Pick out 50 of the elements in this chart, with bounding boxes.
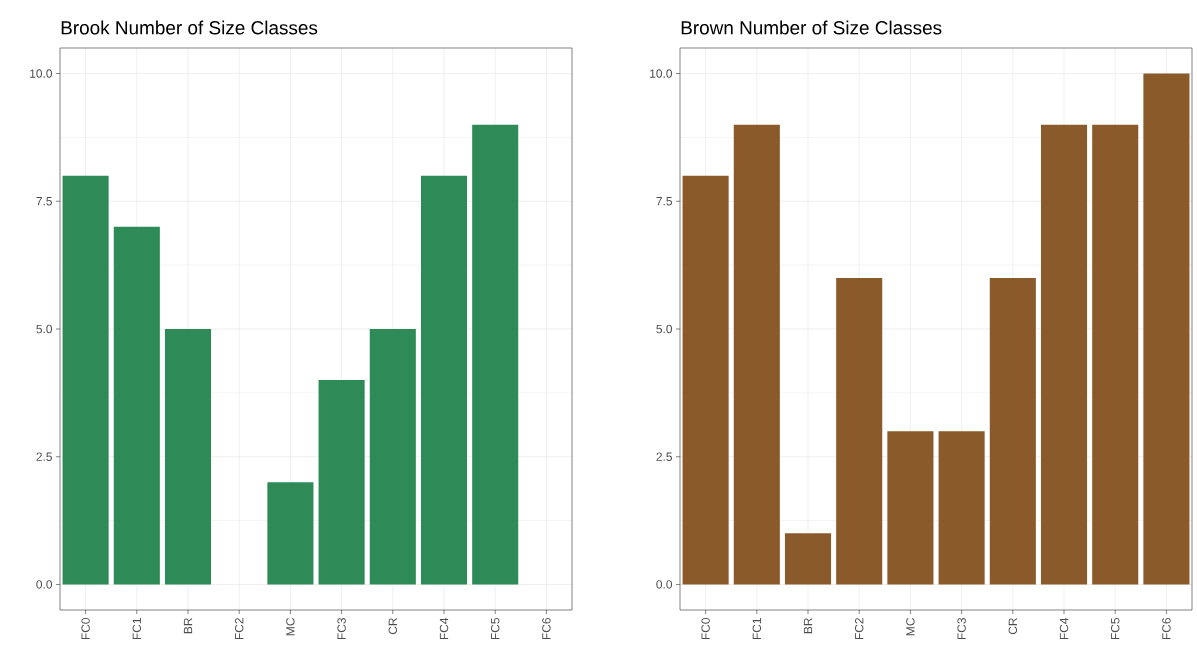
x-tick-label: MC xyxy=(286,617,295,636)
x-tick-label: MC xyxy=(906,617,915,636)
y-tick-label: 10.0 xyxy=(30,69,53,78)
x-tick-label: BR xyxy=(803,618,813,634)
x-tick-label: FC5 xyxy=(490,618,500,640)
bar xyxy=(62,175,109,585)
chart-title: Brook Number of Size Classes xyxy=(61,20,318,35)
x-tick-label: FC2 xyxy=(234,618,244,640)
bar xyxy=(164,329,212,585)
bar xyxy=(836,277,883,585)
bar xyxy=(1143,73,1190,585)
y-tick-label: 7.5 xyxy=(36,197,52,206)
bar xyxy=(989,277,1036,585)
y-tick-label: 7.5 xyxy=(656,197,672,206)
x-tick-label: BR xyxy=(183,618,193,634)
x-tick-label: FC4 xyxy=(1059,617,1069,640)
bar xyxy=(887,431,934,585)
x-tick-label: CR xyxy=(1008,618,1018,635)
y-tick-label: 5.0 xyxy=(656,324,673,334)
y-tick-label: 10.0 xyxy=(650,69,673,78)
bar xyxy=(318,380,365,585)
bar xyxy=(113,226,160,585)
bar xyxy=(682,175,729,585)
y-tick-label: 2.5 xyxy=(656,452,672,461)
bar xyxy=(420,175,468,585)
y-tick-label: 5.0 xyxy=(36,324,53,334)
bar xyxy=(369,329,416,585)
x-tick-label: FC1 xyxy=(132,618,142,640)
x-tick-label: FC3 xyxy=(957,618,966,640)
x-tick-label: FC6 xyxy=(542,618,551,640)
bar xyxy=(733,124,780,585)
x-tick-label: FC0 xyxy=(701,617,710,640)
x-tick-label: FC0 xyxy=(81,617,90,640)
y-tick-label: 0.0 xyxy=(36,580,53,589)
y-tick-label: 2.5 xyxy=(36,452,52,461)
bar xyxy=(472,124,519,585)
x-tick-label: FC1 xyxy=(752,618,762,640)
y-tick-label: 0.0 xyxy=(656,580,673,589)
bar xyxy=(1092,124,1139,585)
x-tick-label: FC4 xyxy=(439,617,449,640)
x-tick-label: FC2 xyxy=(854,618,864,640)
x-tick-label: CR xyxy=(388,618,398,635)
bar xyxy=(267,482,314,585)
chart-title: Brown Number of Size Classes xyxy=(681,20,942,35)
bar xyxy=(784,533,832,585)
x-tick-label: FC6 xyxy=(1162,618,1171,640)
bar xyxy=(1040,124,1088,585)
x-tick-label: FC3 xyxy=(337,618,346,640)
bar xyxy=(938,431,985,585)
x-tick-label: FC5 xyxy=(1110,618,1120,640)
